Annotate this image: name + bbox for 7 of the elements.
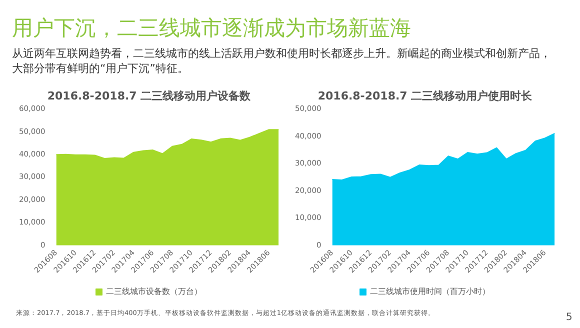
legend-label: 二三线城市设备数（万台） <box>106 287 202 296</box>
chart-title: 2016.8-2018.7 二三线移动用户设备数 <box>47 89 252 102</box>
legend-label: 二三线城市使用时间（百万小时） <box>370 287 490 296</box>
chart-title: 2016.8-2018.7 二三线移动用户使用时长 <box>318 89 534 102</box>
text: 用户下沉，二三线城市逐渐成为市场新蓝海 <box>12 15 411 42</box>
text: 5 <box>566 312 572 323</box>
text: 从近两年互联网趋势看，二三线城市的线上活跃用户数和使用时长都逐步上升。新崛起的商业模式和创新产品，大部分带有鲜明的“用户下沉”特征。 <box>12 46 552 76</box>
